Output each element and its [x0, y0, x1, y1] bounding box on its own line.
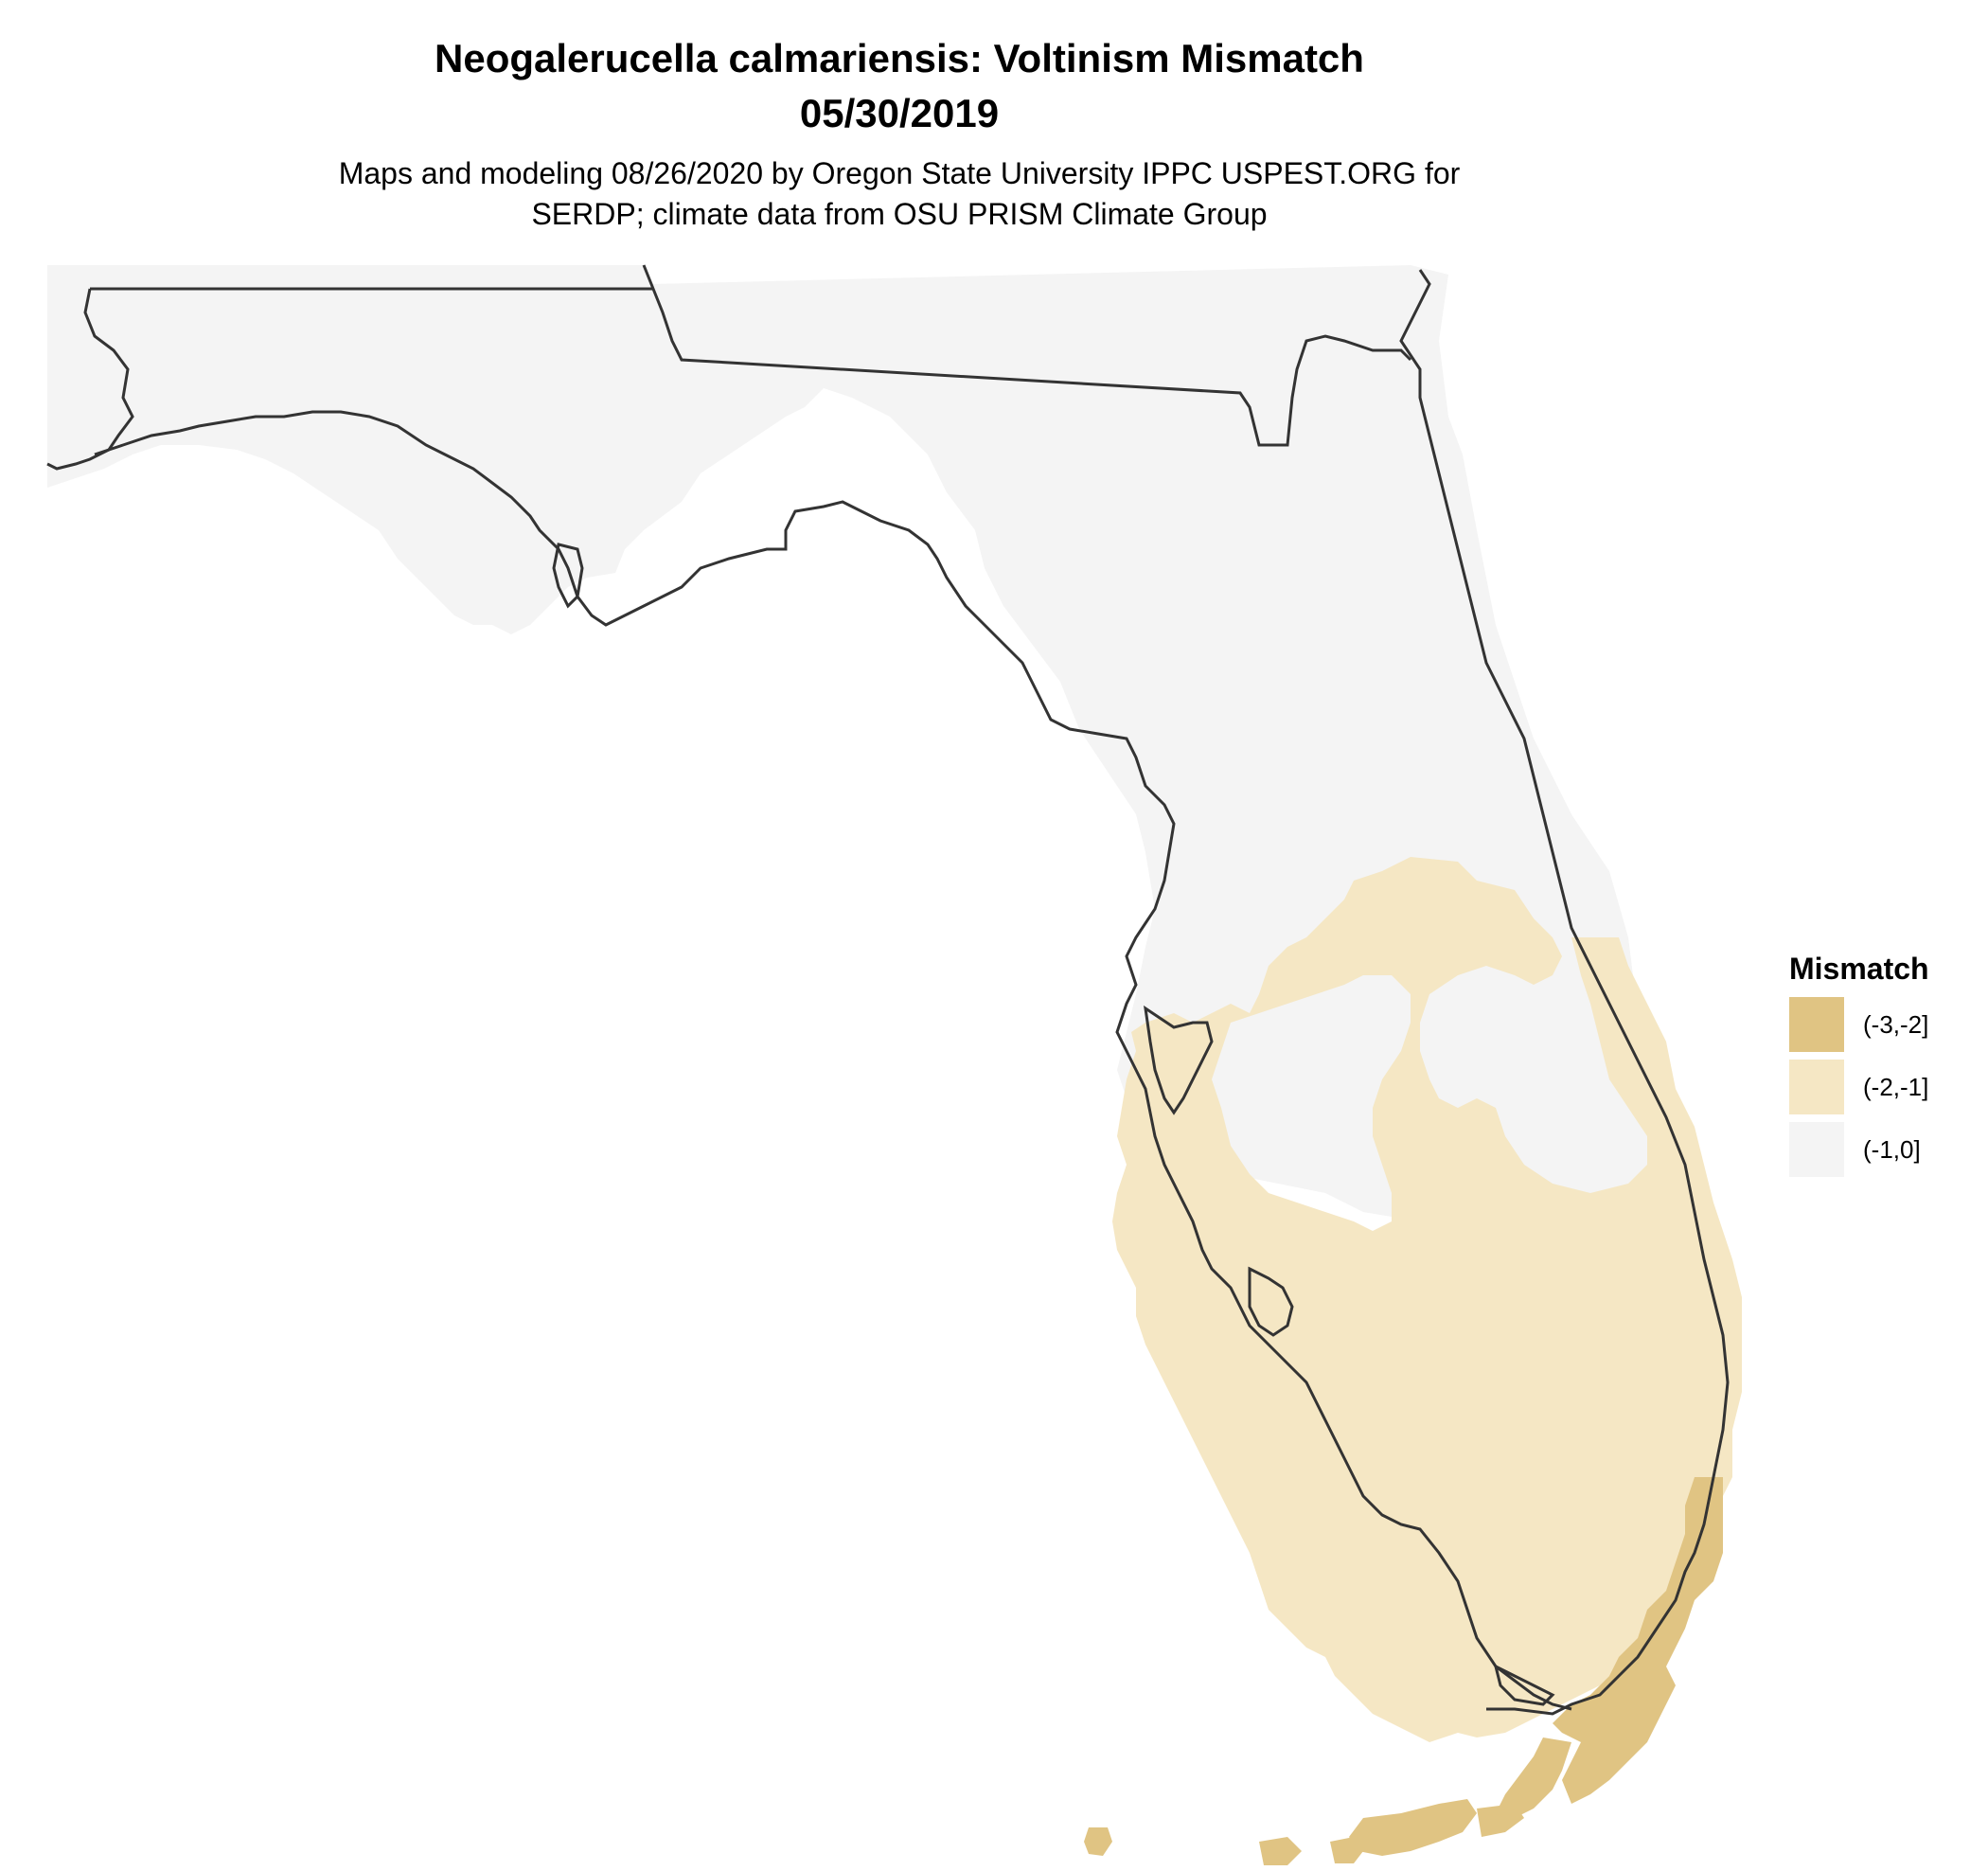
state-boundary-north-east: [642, 264, 1412, 447]
legend: Mismatch (-3,-2] (-2,-1] (-1,0]: [1789, 950, 1979, 1185]
legend-item: (-3,-2]: [1789, 997, 1979, 1052]
legend-item: (-2,-1]: [1789, 1060, 1979, 1114]
region-mismatch-neg3-neg2: [1084, 1477, 1723, 1865]
legend-label: (-1,0]: [1863, 1134, 1921, 1164]
gulf-coast: [94, 410, 1572, 1711]
map-date: 05/30/2019: [799, 91, 1000, 135]
apalachicola-bay: [552, 543, 584, 609]
region-mismatch-neg2-neg1: [1112, 857, 1742, 1742]
legend-swatch: [1789, 1122, 1844, 1177]
florida-bay-inlet: [1493, 1664, 1555, 1706]
legend-title: Mismatch: [1789, 952, 1929, 986]
map-subtitle-line2: SERDP; climate data from OSU PRISM Clima…: [531, 197, 1268, 231]
charlotte-harbor: [1248, 1266, 1294, 1337]
west-coast-panhandle: [46, 288, 134, 471]
legend-swatch: [1789, 1060, 1844, 1114]
tampa-bay: [1144, 1005, 1214, 1115]
region-mismatch-neg1-0: [47, 265, 1704, 1236]
legend-label: (-2,-1]: [1863, 1072, 1929, 1101]
map-subtitle-line1: Maps and modeling 08/26/2020 by Oregon S…: [338, 156, 1461, 190]
legend-swatch: [1789, 997, 1844, 1052]
east-coast: [1399, 269, 1730, 1716]
legend-label: (-3,-2]: [1863, 1009, 1929, 1039]
legend-item: (-1,0]: [1789, 1122, 1979, 1177]
map-title: Neogalerucella calmariensis: Voltinism M…: [435, 36, 1364, 80]
boundary-outlines: [46, 264, 1730, 1716]
